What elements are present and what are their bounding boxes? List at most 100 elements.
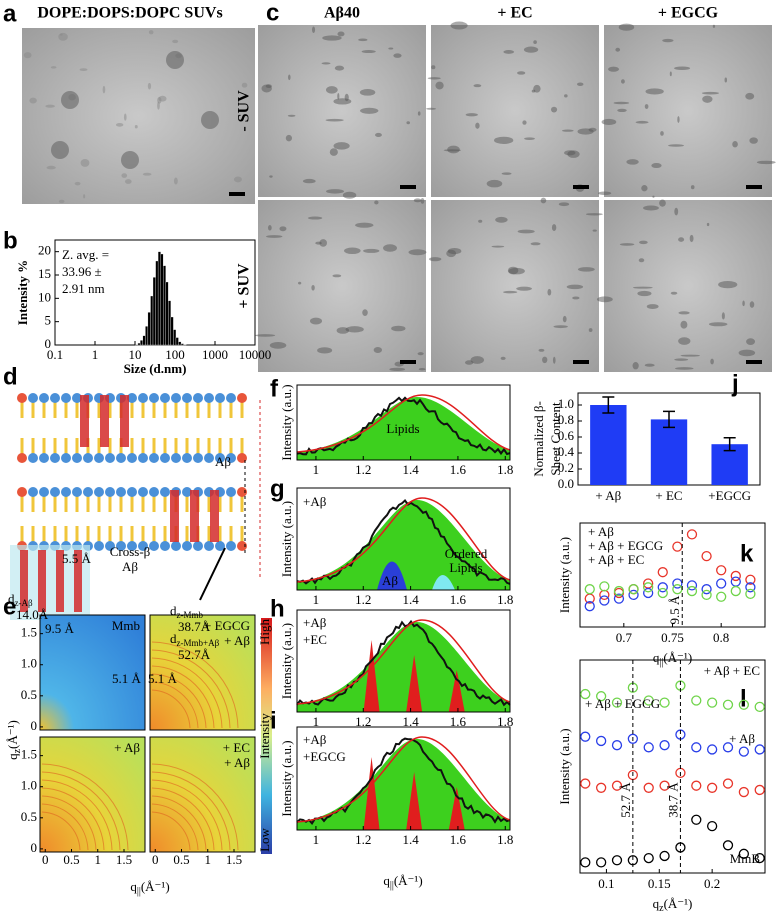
micrograph-feature — [701, 91, 720, 95]
x-tick-label: 1.4 — [402, 462, 419, 477]
d-subscript: z-Mmb — [177, 610, 204, 620]
lipid-fit — [297, 500, 510, 590]
lipid-head — [127, 487, 137, 497]
lipid-head — [72, 453, 82, 463]
x-axis-label-part: q — [653, 896, 660, 911]
data-point — [643, 587, 654, 599]
y-axis-label: Intensity (a.u.) — [557, 728, 572, 804]
y-axis-label: Intensity (a.u.) — [557, 537, 572, 613]
micrograph-feature — [552, 356, 556, 364]
y-tick-label: 0.6 — [558, 428, 575, 443]
panel-letter: b — [3, 227, 18, 254]
x-tick-label: 0.75 — [661, 630, 684, 645]
diffraction-arc — [151, 771, 231, 851]
micrograph-feature — [362, 309, 368, 317]
data-point — [599, 581, 610, 592]
d-spacing-label: dz-Aβ — [8, 591, 33, 608]
micrograph-feature — [674, 66, 691, 70]
lipid-head — [50, 487, 60, 497]
x-tick-label: 1.5 — [226, 852, 242, 867]
histogram-bar — [170, 316, 174, 346]
vesicle — [201, 111, 219, 129]
data-point — [754, 852, 765, 864]
panel-letter: a — [3, 0, 17, 27]
histogram-bar — [163, 265, 166, 346]
crystal-peak — [363, 640, 380, 712]
micrograph-feature — [746, 338, 756, 345]
micrograph-feature — [465, 113, 478, 117]
lipid-head — [138, 541, 148, 551]
x-axis-label-part: q — [383, 873, 390, 888]
data-point — [738, 848, 750, 859]
lipid-head — [28, 487, 38, 497]
micrograph-feature — [475, 122, 480, 129]
lipid-head — [237, 541, 247, 551]
lipid-head — [105, 541, 115, 551]
micrograph-feature — [619, 243, 635, 246]
x-axis-label-part: (Å⁻¹) — [141, 879, 170, 894]
micrograph — [604, 25, 772, 197]
lipid-head — [138, 487, 148, 497]
data-point — [722, 699, 734, 710]
legend-text: +EGCG — [303, 749, 346, 764]
lipid-head — [39, 487, 49, 497]
lipid-head — [50, 393, 60, 403]
y-tick-label: 20 — [38, 243, 51, 258]
crystal-peak — [363, 757, 380, 830]
x-tick-label: 1 — [205, 852, 212, 867]
y-axis-label: Intensity (a.u.) — [279, 740, 294, 816]
x-tick-label: 1.6 — [450, 714, 467, 729]
micrograph-feature — [326, 189, 344, 194]
y-tick-label: 1.5 — [21, 747, 37, 762]
micrograph-feature — [420, 197, 425, 204]
lipid-head — [149, 453, 159, 463]
diffraction-arc — [151, 689, 191, 729]
panel-letter: k — [740, 540, 754, 567]
micrograph-feature — [302, 178, 316, 184]
x-tick-label: 0.2 — [704, 876, 720, 891]
micrograph-feature — [23, 52, 32, 59]
x-tick-label: 0.1 — [47, 347, 63, 362]
data-point — [611, 855, 623, 866]
data-point — [745, 588, 756, 600]
data-point — [584, 584, 595, 595]
beta-strand — [100, 395, 109, 447]
data-point — [738, 746, 750, 757]
micrograph-feature — [491, 245, 505, 248]
data-point — [722, 778, 734, 789]
micrograph-feature — [241, 82, 248, 88]
map-label: + Aβ — [224, 633, 250, 648]
lipid-head — [83, 487, 93, 497]
micrograph-feature — [447, 247, 462, 255]
data-point — [691, 814, 702, 825]
scale-bar — [573, 185, 589, 189]
x-axis-label: q||(Å⁻¹) — [130, 879, 169, 897]
micrograph-feature — [749, 137, 758, 144]
data-point — [745, 574, 756, 585]
lipid-head — [215, 393, 225, 403]
micrograph-feature — [742, 300, 745, 307]
lipid-head — [72, 487, 82, 497]
y-axis-label-part: q — [5, 753, 20, 760]
column-header: + EGCG — [658, 5, 719, 22]
micrograph-feature — [601, 118, 617, 126]
vesicle — [61, 91, 79, 109]
reference-label: 38.7 Å — [665, 782, 680, 818]
panel-letter: e — [3, 593, 16, 620]
micrograph-feature — [690, 185, 695, 190]
micrograph-feature — [134, 124, 138, 129]
micrograph-feature — [80, 159, 90, 167]
data-point — [659, 697, 670, 708]
y-tick-label: 15 — [38, 266, 51, 281]
data-point — [627, 733, 639, 744]
y-tick-label: 1.0 — [558, 396, 574, 411]
data-point — [754, 701, 765, 713]
micrograph — [258, 25, 426, 197]
panel-letter: h — [270, 595, 285, 622]
micrograph-feature — [83, 194, 86, 199]
micrograph-feature — [374, 200, 379, 205]
data-point — [659, 850, 670, 862]
micrograph-feature — [325, 86, 338, 94]
micrograph-feature — [269, 341, 287, 349]
lipid-head — [204, 453, 214, 463]
